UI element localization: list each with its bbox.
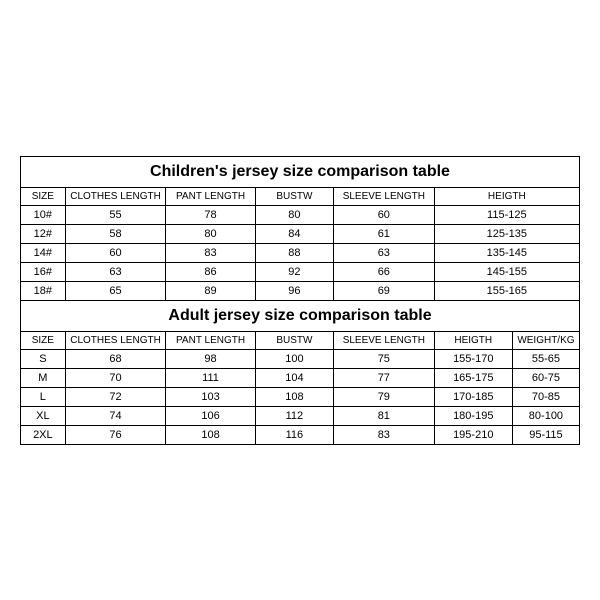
col-pant-length: PANT LENGTH [166,331,255,349]
table-row: 10# 55 78 80 60 115-125 [21,205,580,224]
cell-size: 2XL [21,425,66,444]
cell-bustw: 96 [255,281,333,300]
table-row: 18# 65 89 96 69 155-165 [21,281,580,300]
col-heigth: HEIGTH [434,331,512,349]
cell-bustw: 112 [255,406,333,425]
cell-clothes-length: 63 [65,262,166,281]
cell-sleeve-length: 75 [334,349,435,368]
cell-bustw: 104 [255,368,333,387]
cell-clothes-length: 70 [65,368,166,387]
col-pant-length: PANT LENGTH [166,187,255,205]
col-heigth: HEIGTH [434,187,579,205]
cell-size: XL [21,406,66,425]
cell-weight: 55-65 [512,349,579,368]
adult-title-row: Adult jersey size comparison table [21,300,580,331]
table-row: 16# 63 86 92 66 145-155 [21,262,580,281]
cell-clothes-length: 74 [65,406,166,425]
cell-size: S [21,349,66,368]
cell-size: 10# [21,205,66,224]
cell-pant-length: 108 [166,425,255,444]
children-title: Children's jersey size comparison table [21,156,580,187]
col-weight: WEIGHT/KG [512,331,579,349]
cell-weight: 70-85 [512,387,579,406]
cell-bustw: 80 [255,205,333,224]
col-bustw: BUSTW [255,187,333,205]
col-clothes-length: CLOTHES LENGTH [65,331,166,349]
size-tables: Children's jersey size comparison table … [20,156,580,445]
col-size: SIZE [21,331,66,349]
cell-heigth: 170-185 [434,387,512,406]
cell-bustw: 84 [255,224,333,243]
cell-weight: 60-75 [512,368,579,387]
cell-heigth: 125-135 [434,224,579,243]
tables-wrapper: Children's jersey size comparison table … [20,156,580,445]
cell-clothes-length: 65 [65,281,166,300]
children-header-row: SIZE CLOTHES LENGTH PANT LENGTH BUSTW SL… [21,187,580,205]
col-sleeve-length: SLEEVE LENGTH [334,331,435,349]
cell-size: 12# [21,224,66,243]
cell-clothes-length: 55 [65,205,166,224]
cell-heigth: 145-155 [434,262,579,281]
adult-header-row: SIZE CLOTHES LENGTH PANT LENGTH BUSTW SL… [21,331,580,349]
cell-heigth: 115-125 [434,205,579,224]
cell-pant-length: 78 [166,205,255,224]
cell-clothes-length: 60 [65,243,166,262]
cell-weight: 80-100 [512,406,579,425]
cell-weight: 95-115 [512,425,579,444]
table-row: M 70 111 104 77 165-175 60-75 [21,368,580,387]
adult-title: Adult jersey size comparison table [21,300,580,331]
cell-pant-length: 80 [166,224,255,243]
cell-sleeve-length: 79 [334,387,435,406]
table-row: L 72 103 108 79 170-185 70-85 [21,387,580,406]
cell-pant-length: 86 [166,262,255,281]
cell-bustw: 92 [255,262,333,281]
cell-clothes-length: 68 [65,349,166,368]
cell-sleeve-length: 77 [334,368,435,387]
cell-pant-length: 98 [166,349,255,368]
cell-size: 14# [21,243,66,262]
cell-clothes-length: 76 [65,425,166,444]
table-row: 12# 58 80 84 61 125-135 [21,224,580,243]
cell-sleeve-length: 60 [334,205,435,224]
col-size: SIZE [21,187,66,205]
col-sleeve-length: SLEEVE LENGTH [334,187,435,205]
cell-clothes-length: 58 [65,224,166,243]
cell-bustw: 100 [255,349,333,368]
cell-heigth: 180-195 [434,406,512,425]
cell-bustw: 116 [255,425,333,444]
cell-sleeve-length: 69 [334,281,435,300]
cell-size: 16# [21,262,66,281]
cell-pant-length: 83 [166,243,255,262]
cell-pant-length: 103 [166,387,255,406]
cell-sleeve-length: 81 [334,406,435,425]
cell-sleeve-length: 83 [334,425,435,444]
cell-sleeve-length: 66 [334,262,435,281]
cell-pant-length: 111 [166,368,255,387]
cell-sleeve-length: 63 [334,243,435,262]
cell-heigth: 135-145 [434,243,579,262]
table-row: XL 74 106 112 81 180-195 80-100 [21,406,580,425]
cell-bustw: 108 [255,387,333,406]
children-title-row: Children's jersey size comparison table [21,156,580,187]
cell-size: L [21,387,66,406]
table-row: S 68 98 100 75 155-170 55-65 [21,349,580,368]
cell-heigth: 155-170 [434,349,512,368]
cell-bustw: 88 [255,243,333,262]
cell-size: M [21,368,66,387]
cell-heigth: 195-210 [434,425,512,444]
cell-pant-length: 89 [166,281,255,300]
table-row: 2XL 76 108 116 83 195-210 95-115 [21,425,580,444]
cell-size: 18# [21,281,66,300]
col-clothes-length: CLOTHES LENGTH [65,187,166,205]
cell-pant-length: 106 [166,406,255,425]
cell-heigth: 155-165 [434,281,579,300]
cell-sleeve-length: 61 [334,224,435,243]
cell-heigth: 165-175 [434,368,512,387]
col-bustw: BUSTW [255,331,333,349]
cell-clothes-length: 72 [65,387,166,406]
table-row: 14# 60 83 88 63 135-145 [21,243,580,262]
